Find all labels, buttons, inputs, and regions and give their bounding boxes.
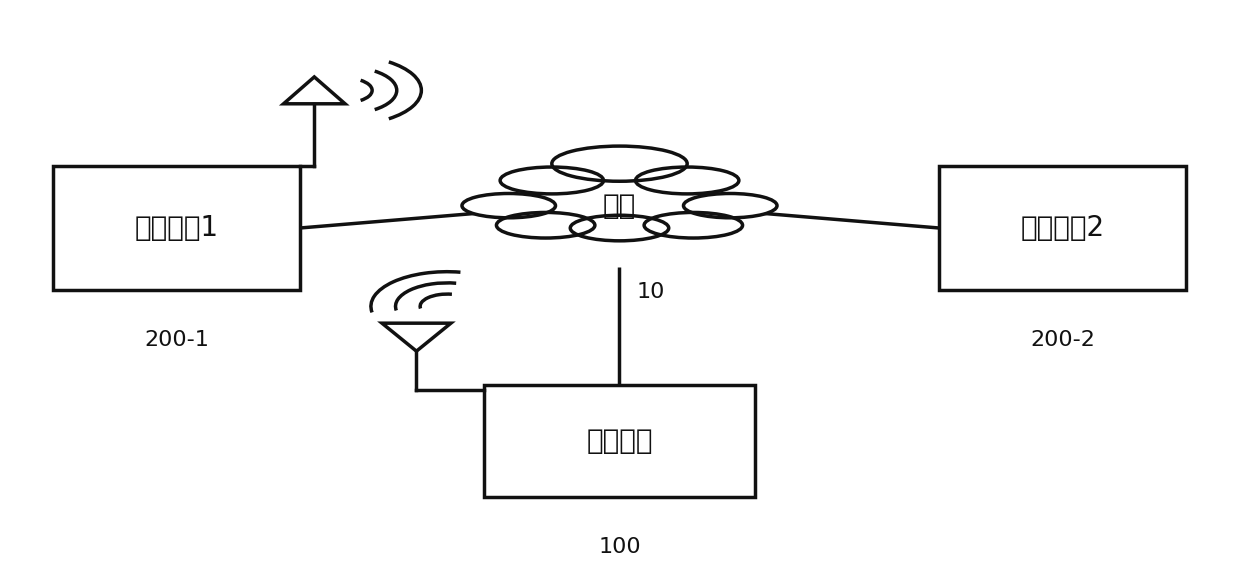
Text: 接收装置: 接收装置 [586,427,653,455]
Text: 200-2: 200-2 [1030,330,1095,350]
Text: 发送装置2: 发送装置2 [1021,214,1105,242]
Ellipse shape [497,212,595,238]
Text: 网络: 网络 [603,191,636,220]
Text: 发送装置1: 发送装置1 [134,214,218,242]
Polygon shape [284,77,344,104]
Ellipse shape [462,194,555,218]
FancyBboxPatch shape [484,385,755,496]
FancyBboxPatch shape [53,166,300,290]
Text: 100: 100 [598,537,641,557]
Ellipse shape [644,212,742,238]
Ellipse shape [501,167,603,194]
Ellipse shape [570,215,669,241]
Ellipse shape [684,194,777,218]
Text: 10: 10 [636,282,664,302]
Ellipse shape [551,146,688,181]
FancyBboxPatch shape [939,166,1186,290]
Polygon shape [382,323,451,351]
Text: 200-1: 200-1 [144,330,209,350]
Ellipse shape [636,167,738,194]
